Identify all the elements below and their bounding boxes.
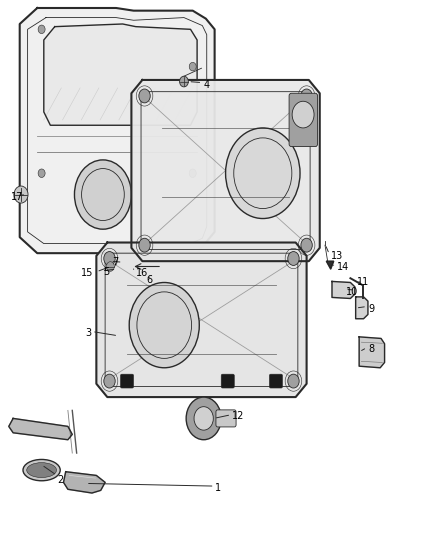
Circle shape — [129, 282, 199, 368]
Text: 7: 7 — [112, 257, 118, 267]
Circle shape — [104, 374, 115, 388]
FancyBboxPatch shape — [120, 374, 134, 388]
Polygon shape — [96, 243, 307, 397]
Text: 10: 10 — [346, 287, 358, 296]
Circle shape — [189, 169, 196, 177]
Text: 1: 1 — [215, 483, 221, 492]
Polygon shape — [356, 297, 368, 319]
Circle shape — [301, 238, 312, 252]
Text: 2: 2 — [57, 475, 63, 484]
Text: 3: 3 — [85, 328, 92, 338]
Circle shape — [292, 101, 314, 128]
Circle shape — [38, 25, 45, 34]
FancyBboxPatch shape — [269, 374, 283, 388]
Text: 12: 12 — [232, 411, 244, 421]
Text: 4: 4 — [204, 80, 210, 90]
Circle shape — [180, 76, 188, 87]
Circle shape — [106, 262, 114, 271]
Circle shape — [194, 407, 213, 430]
Circle shape — [139, 89, 150, 103]
Text: 13: 13 — [331, 251, 343, 261]
Circle shape — [301, 89, 312, 103]
Text: 9: 9 — [368, 304, 374, 314]
Circle shape — [104, 252, 115, 265]
Text: 15: 15 — [81, 268, 93, 278]
Polygon shape — [359, 337, 385, 368]
Ellipse shape — [27, 463, 57, 478]
FancyBboxPatch shape — [216, 410, 236, 427]
Polygon shape — [64, 472, 105, 493]
Polygon shape — [44, 24, 197, 125]
Circle shape — [288, 374, 299, 388]
Polygon shape — [332, 281, 355, 298]
Circle shape — [189, 62, 196, 71]
FancyBboxPatch shape — [221, 374, 234, 388]
Text: 14: 14 — [337, 262, 350, 271]
Circle shape — [186, 397, 221, 440]
Polygon shape — [131, 80, 320, 261]
Circle shape — [288, 252, 299, 265]
Text: 11: 11 — [357, 278, 369, 287]
Circle shape — [38, 169, 45, 177]
Circle shape — [74, 160, 131, 229]
Text: 17: 17 — [11, 192, 23, 202]
Text: 8: 8 — [368, 344, 374, 354]
Polygon shape — [20, 8, 215, 253]
Polygon shape — [9, 418, 72, 440]
Text: 5: 5 — [103, 267, 109, 277]
Circle shape — [14, 186, 28, 203]
Text: 16: 16 — [136, 268, 148, 278]
Polygon shape — [326, 261, 334, 269]
FancyBboxPatch shape — [289, 93, 318, 147]
Text: 6: 6 — [147, 275, 153, 285]
Circle shape — [226, 128, 300, 219]
Circle shape — [139, 238, 150, 252]
Ellipse shape — [23, 459, 60, 481]
